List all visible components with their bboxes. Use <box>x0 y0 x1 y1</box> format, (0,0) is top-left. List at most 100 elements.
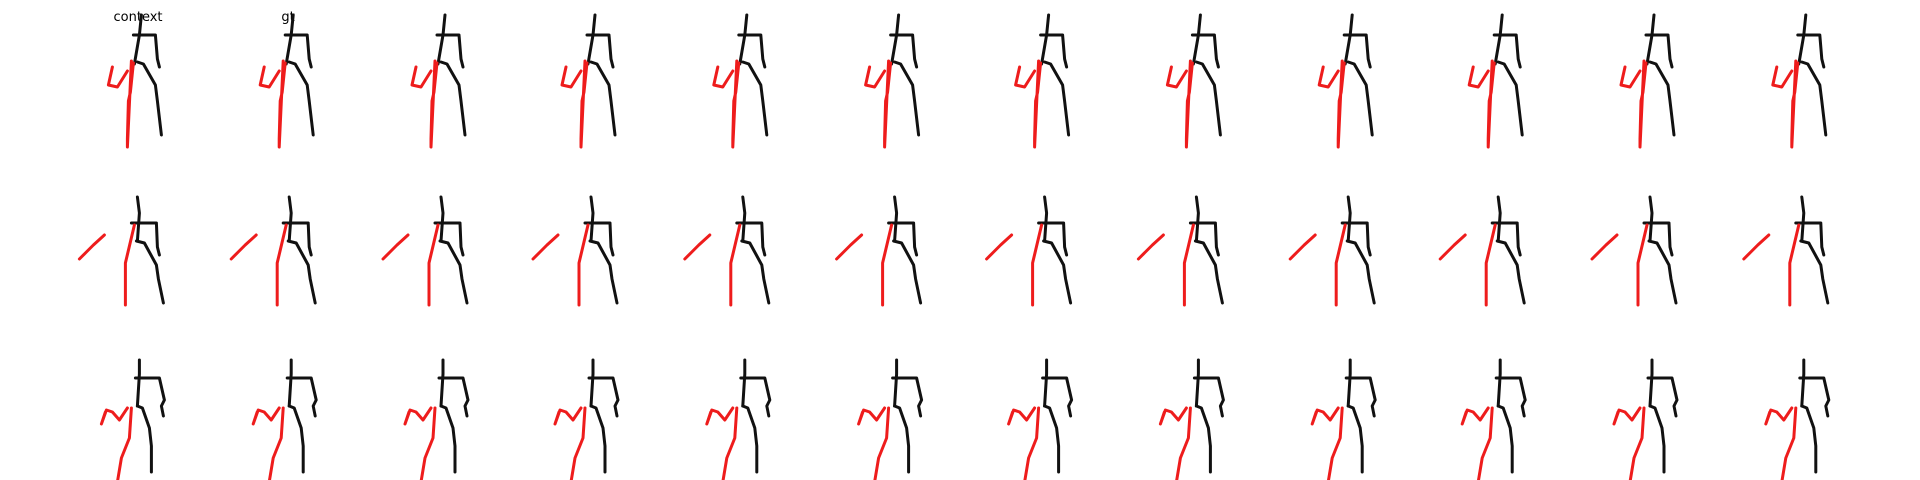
skeleton-bone-left <box>577 223 590 307</box>
skeleton-bone-left <box>1175 406 1192 480</box>
skeleton-bone-right <box>1798 376 1831 418</box>
skeleton-bone-right <box>741 195 747 243</box>
skeleton-bone-right <box>437 376 470 418</box>
skeleton-bone-left <box>1310 406 1340 426</box>
stick-figure <box>531 195 619 307</box>
skeleton-bone-right <box>433 221 465 257</box>
skeleton-bone-left <box>1031 223 1044 307</box>
skeleton-bone-right <box>1800 195 1806 243</box>
skeleton-bone-left <box>1612 406 1642 426</box>
skeleton-bone-right <box>1648 60 1676 137</box>
skeleton-bone-right <box>1191 13 1202 66</box>
skeleton-bone-left <box>1014 65 1037 89</box>
skeleton-bone-right <box>589 404 607 474</box>
skeleton-bone-right <box>1647 239 1678 305</box>
skeleton-bone-right <box>1648 358 1654 408</box>
skeleton-bone-right <box>1346 60 1374 137</box>
skeleton-bone-right <box>438 239 469 305</box>
stick-figure <box>1771 13 1828 149</box>
skeleton-bone-right <box>1345 239 1376 305</box>
skeleton-bone-left <box>721 406 739 480</box>
skeleton-bone-right <box>1194 60 1222 137</box>
skeleton-bone-right <box>435 33 465 69</box>
skeleton-bone-right <box>1346 404 1364 474</box>
skeleton-bone-right <box>741 60 769 137</box>
skeleton-bone-right <box>287 60 315 137</box>
stick-figure <box>1007 358 1074 480</box>
skeleton-bone-right <box>1648 404 1666 474</box>
skeleton-bone-right <box>1346 358 1352 408</box>
skeleton-bone-right <box>1642 221 1674 257</box>
stick-figure <box>106 13 163 149</box>
skeleton-bone-right <box>1041 376 1074 418</box>
skeleton-bone-right <box>287 358 293 408</box>
skeleton-bone-left <box>429 59 439 149</box>
stick-figure <box>683 195 771 307</box>
skeleton-bone-right <box>1043 358 1049 408</box>
skeleton-bone-right <box>1645 13 1656 66</box>
skeleton-bone-right <box>737 33 767 69</box>
skeleton-bone-left <box>106 65 129 89</box>
skeleton-bone-right <box>281 221 313 257</box>
skeleton-bone-left <box>1184 59 1194 149</box>
skeleton-bone-right <box>285 376 318 418</box>
skeleton-bone-right <box>1190 33 1220 69</box>
stick-figure <box>410 13 467 149</box>
stick-figure <box>1467 13 1524 149</box>
skeleton-bone-right <box>891 376 924 418</box>
skeleton-bone-left <box>560 65 583 89</box>
skeleton-bone-right <box>1794 221 1826 257</box>
skeleton-bone-right <box>589 195 595 243</box>
skeleton-bone-right <box>1644 33 1674 69</box>
skeleton-bone-right <box>738 13 749 66</box>
skeleton-bone-right <box>1194 358 1200 408</box>
skeleton-bone-right <box>134 239 165 305</box>
skeleton-bone-right <box>739 376 772 418</box>
skeleton-bone-left <box>1467 65 1490 89</box>
stick-figure <box>864 13 921 149</box>
skeleton-bone-left <box>1317 65 1340 89</box>
skeleton-bone-right <box>133 376 166 418</box>
skeleton-bone-right <box>1496 60 1524 137</box>
skeleton-bone-right <box>1496 404 1514 474</box>
skeleton-bone-right <box>1648 195 1654 243</box>
skeleton-bone-left <box>123 223 136 307</box>
skeleton-bone-right <box>1495 239 1526 305</box>
skeleton-bone-right <box>135 60 163 137</box>
skeleton-bone-right <box>1192 376 1225 418</box>
skeleton-bone-left <box>1288 233 1317 261</box>
skeleton-bone-left <box>1477 406 1494 480</box>
stick-figure <box>1014 13 1071 149</box>
skeleton-bone-right <box>439 358 445 408</box>
skeleton-bone-right <box>1042 239 1073 305</box>
skeleton-bone-right <box>1797 13 1808 66</box>
skeleton-bone-right <box>893 60 921 137</box>
skeleton-bone-right <box>436 13 447 66</box>
stick-figure <box>857 358 924 480</box>
stick-figure <box>1764 358 1831 480</box>
skeleton-bone-left <box>403 406 433 426</box>
skeleton-bone-right <box>741 404 759 474</box>
skeleton-bone-left <box>1460 406 1490 426</box>
skeleton-bone-right <box>1037 221 1069 257</box>
skeleton-bone-right <box>131 33 161 69</box>
skeleton-bone-left <box>553 406 583 426</box>
stick-figure <box>1158 358 1225 480</box>
stick-figure <box>1288 195 1376 307</box>
skeleton-bone-left <box>1788 223 1801 307</box>
skeleton-bone-left <box>1033 59 1043 149</box>
skeleton-bone-right <box>1043 404 1061 474</box>
stick-figure <box>99 358 166 480</box>
skeleton-bone-left <box>1780 406 1798 480</box>
skeleton-bone-left <box>99 406 129 426</box>
skeleton-bone-left <box>275 223 288 307</box>
skeleton-bone-right <box>135 358 141 408</box>
stick-figure <box>1590 195 1678 307</box>
skeleton-bone-right <box>741 358 747 408</box>
skeleton-bone-left <box>835 233 864 261</box>
skeleton-bone-right <box>889 33 919 69</box>
skeleton-bone-right <box>585 33 615 69</box>
skeleton-bone-right <box>283 33 313 69</box>
skeleton-bone-right <box>135 404 153 474</box>
skeleton-bone-right <box>887 221 919 257</box>
